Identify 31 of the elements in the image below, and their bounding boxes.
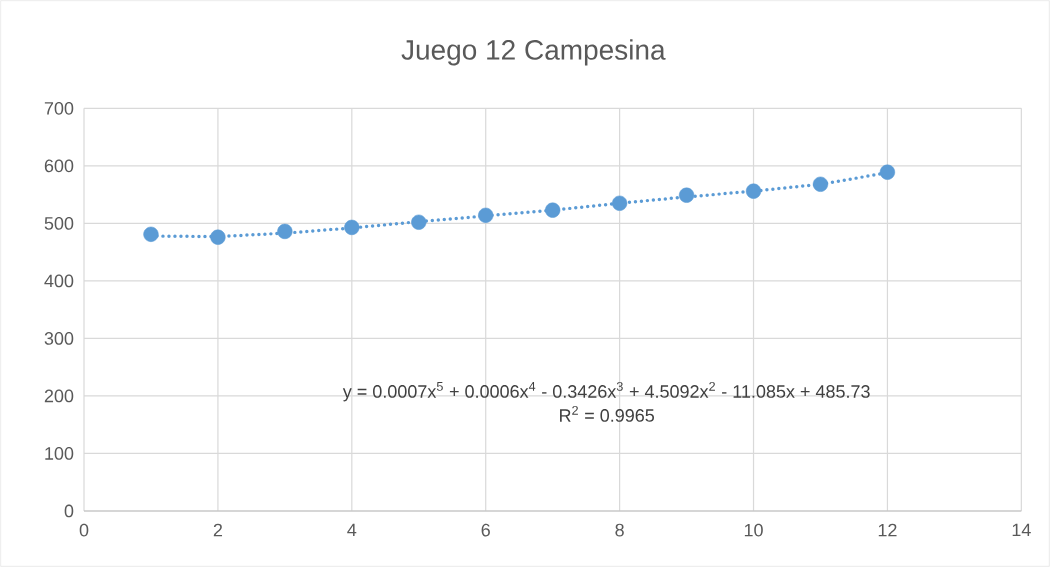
x-tick-label: 4 — [347, 523, 357, 537]
point — [478, 207, 494, 223]
y-tick-label: 500 — [44, 217, 74, 230]
y-tick-label: 300 — [44, 332, 74, 345]
point — [678, 187, 695, 203]
annotation: R$^{2}$ = 0.9965 — [560, 405, 655, 422]
point — [812, 176, 829, 192]
x-tick-label: 2 — [213, 523, 223, 537]
x-tick-label: 8 — [615, 523, 624, 537]
point — [612, 195, 628, 211]
x-tick-label: 14 — [1012, 523, 1031, 537]
point — [210, 229, 226, 245]
y-tick-label: 700 — [44, 101, 74, 115]
chart-title: Juego 12 Campesina — [401, 39, 666, 66]
x-tick-label: 0 — [79, 523, 89, 537]
x-tick-label: 6 — [481, 523, 490, 537]
point — [277, 223, 293, 240]
point — [545, 202, 561, 218]
point — [344, 219, 360, 235]
y-tick-label: 200 — [44, 389, 74, 403]
y-tick-label: 400 — [44, 274, 74, 288]
point — [879, 164, 896, 180]
point — [745, 183, 762, 199]
point — [143, 226, 159, 242]
y-tick-label: 0 — [64, 504, 74, 518]
y-tick-label: 600 — [44, 159, 74, 173]
x-tick-label: 10 — [744, 523, 763, 537]
x-tick-label: 12 — [878, 523, 897, 537]
y-tick-label: 100 — [45, 447, 74, 460]
point — [411, 214, 427, 230]
text: y = 0.0007x$^{5}$ + 0.0006x$^{4}$ - 0.3426x$^{3}$ + 4.5092x$^{2}$ - 11.085x + 485.73 — [342, 381, 870, 402]
